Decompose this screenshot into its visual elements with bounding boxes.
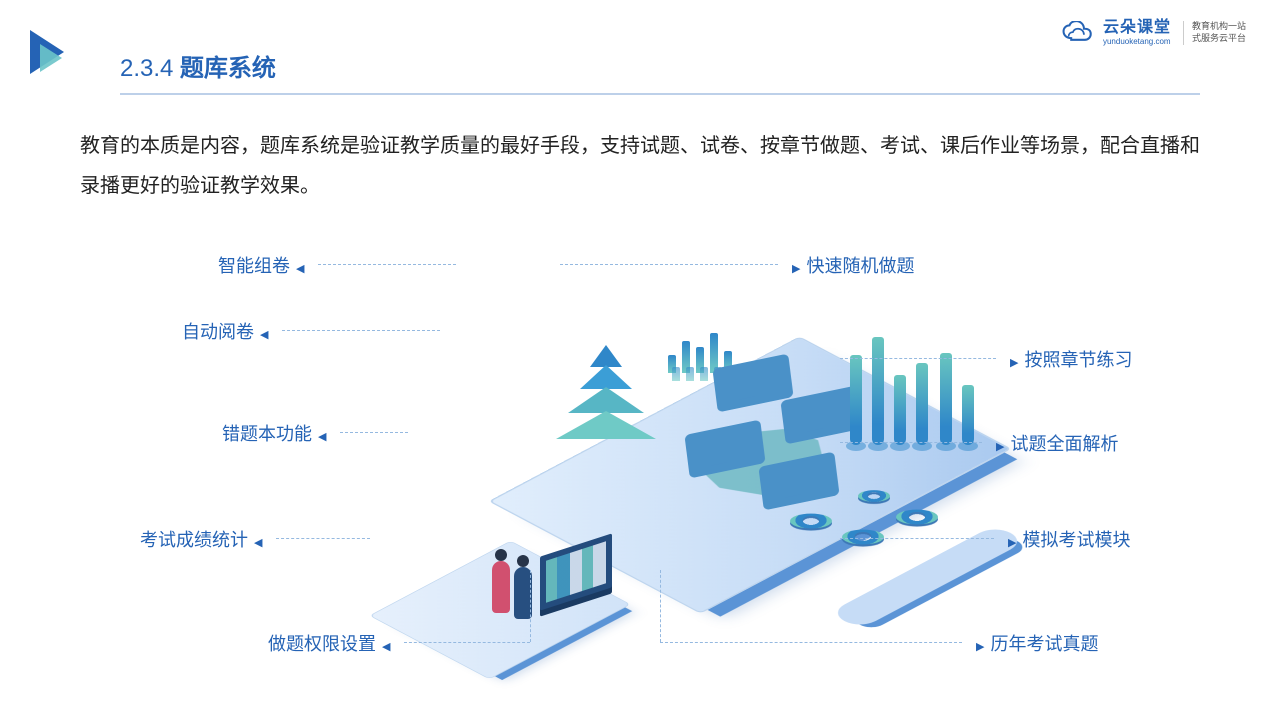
intro-paragraph: 教育的本质是内容，题库系统是验证教学质量的最好手段，支持试题、试卷、按章节做题、… [80, 126, 1200, 206]
people-at-screen [476, 537, 596, 647]
feature-full-analysis: 试题全面解析 [996, 430, 1118, 456]
feature-quick-random: 快速随机做题 [792, 252, 914, 278]
brand-logo: 云朵课堂 yunduoketang.com 教育机构一站 式服务云平台 [1061, 20, 1246, 46]
leader-line [840, 358, 996, 359]
diagram-stage: 智能组卷自动阅卷错题本功能考试成绩统计做题权限设置 快速随机做题按照章节练习试题全… [0, 230, 1280, 720]
feature-label-text: 自动阅卷 [182, 322, 254, 342]
spike-bar [894, 375, 906, 445]
logo-brand-en: yunduoketang.com [1103, 38, 1171, 46]
person-icon [492, 561, 510, 613]
pyramid-icon [590, 345, 656, 437]
leader-line [318, 264, 456, 265]
spike-bar [850, 355, 862, 445]
feature-label-text: 做题权限设置 [268, 634, 376, 654]
leader-line [340, 432, 408, 433]
feature-permission: 做题权限设置 [268, 630, 390, 656]
feature-smart-compose: 智能组卷 [218, 252, 304, 278]
spike-bar [962, 385, 974, 445]
isometric-platform [380, 285, 980, 645]
donut-icon [858, 490, 890, 502]
spike-bar [916, 363, 928, 445]
feature-past-papers: 历年考试真题 [976, 630, 1098, 656]
feature-wrong-book: 错题本功能 [222, 420, 326, 446]
spike-bar [872, 337, 884, 445]
leader-line [282, 330, 440, 331]
leader-line [660, 570, 661, 642]
section-number: 2.3.4 [120, 55, 173, 82]
spike-bar [940, 353, 952, 445]
cloud-icon [1061, 21, 1095, 45]
section-header: 2.3.4 题库系统 [120, 48, 1200, 95]
leader-line [530, 570, 531, 642]
feature-label-text: 按照章节练习 [1024, 350, 1132, 370]
leader-line [840, 538, 994, 539]
feature-label-text: 考试成绩统计 [140, 530, 248, 550]
feature-label-text: 智能组卷 [218, 256, 290, 276]
donut-icon [842, 530, 884, 545]
feature-by-chapter: 按照章节练习 [1010, 346, 1132, 372]
logo-tagline-1: 教育机构一站 [1192, 21, 1246, 33]
leader-line [404, 642, 530, 643]
logo-brand-cn: 云朵课堂 [1103, 20, 1171, 36]
section-title: 题库系统 [180, 55, 276, 82]
leader-line [560, 264, 778, 265]
leader-line [660, 642, 962, 643]
donut-icon [790, 514, 832, 529]
logo-tagline: 教育机构一站 式服务云平台 [1183, 21, 1246, 44]
feature-label-text: 错题本功能 [222, 424, 312, 444]
feature-auto-grade: 自动阅卷 [182, 318, 268, 344]
feature-label-text: 历年考试真题 [990, 634, 1098, 654]
feature-label-text: 快速随机做题 [806, 256, 914, 276]
feature-label-text: 试题全面解析 [1010, 434, 1118, 454]
leader-line [840, 442, 982, 443]
feature-score-stats: 考试成绩统计 [140, 526, 262, 552]
section-arrow-icon [30, 30, 64, 74]
leader-line [276, 538, 370, 539]
logo-tagline-2: 式服务云平台 [1192, 33, 1246, 45]
donut-icon [896, 510, 938, 525]
feature-label-text: 模拟考试模块 [1022, 530, 1130, 550]
feature-mock-exam: 模拟考试模块 [1008, 526, 1130, 552]
header-underline [120, 93, 1200, 95]
